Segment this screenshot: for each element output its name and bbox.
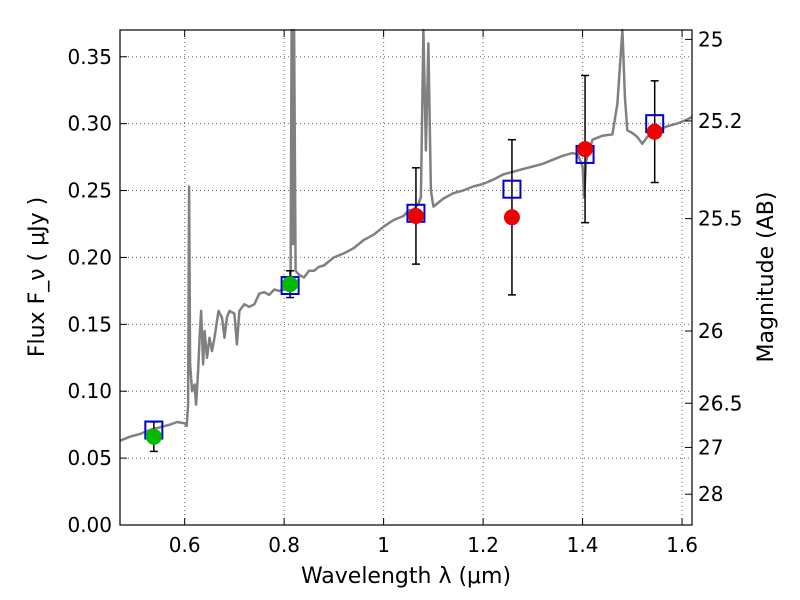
right-tick-label: 25 xyxy=(698,27,723,51)
x-tick-label: 1.4 xyxy=(567,533,599,557)
right-tick-label: 25.2 xyxy=(698,109,743,133)
y-tick-label: 0.30 xyxy=(67,112,112,136)
model-photometry xyxy=(144,114,665,440)
optical-flux-point xyxy=(145,428,162,445)
y-tick-label: 0.15 xyxy=(67,312,112,336)
right-tick-label: 25.5 xyxy=(698,207,743,231)
y-tick-label: 0.20 xyxy=(67,245,112,269)
optical-flux-point xyxy=(282,276,299,293)
nir-flux-point xyxy=(407,207,424,224)
nir-flux-point xyxy=(646,123,663,140)
x-tick-label: 0.6 xyxy=(169,533,201,557)
nir-flux-point xyxy=(503,209,520,226)
y-tick-label: 0.10 xyxy=(67,379,112,403)
right-tick-label: 26.5 xyxy=(698,391,743,415)
model-spectrum-line xyxy=(119,28,693,442)
right-tick-label: 26 xyxy=(698,319,723,343)
x-tick-label: 0.8 xyxy=(268,533,300,557)
model-spectrum xyxy=(119,28,693,442)
y-tick-label: 0.25 xyxy=(67,179,112,203)
grid xyxy=(120,30,692,525)
x-axis-label: Wavelength λ (μm) xyxy=(301,564,511,589)
x-tick-label: 1.6 xyxy=(666,533,698,557)
nir-flux-point xyxy=(577,141,594,158)
x-tick-label: 1.2 xyxy=(467,533,499,557)
y-tick-label: 0.35 xyxy=(67,45,112,69)
observed-photometry xyxy=(145,123,663,445)
ticks xyxy=(120,30,692,526)
tick-labels: 0.6 0.8 1 1.2 1.4 1.6 0.00 0.05 0.10 0.15 0.20 0.25… xyxy=(67,27,742,557)
right-tick-label: 27 xyxy=(698,435,723,459)
y-tick-label: 0.05 xyxy=(67,446,112,470)
error-bars xyxy=(149,74,659,453)
x-tick-label: 1 xyxy=(377,533,390,557)
plot-frame xyxy=(119,29,693,526)
right-tick-label: 28 xyxy=(698,482,723,506)
y-axis-label: Flux F_ν ( μJy ) xyxy=(25,197,50,357)
y-tick-label: 0.00 xyxy=(67,513,112,537)
model-flux-square xyxy=(502,179,522,199)
right-axis-label: Magnitude (AB) xyxy=(754,192,779,363)
